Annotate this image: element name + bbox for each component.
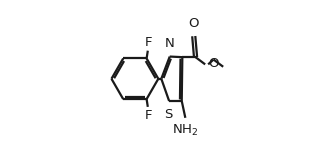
Text: S: S (164, 108, 173, 121)
Text: O: O (188, 17, 199, 29)
Text: N: N (165, 37, 175, 50)
Text: NH$_2$: NH$_2$ (172, 123, 199, 138)
Text: F: F (144, 36, 152, 49)
Text: O: O (208, 57, 218, 70)
Text: F: F (144, 109, 152, 122)
